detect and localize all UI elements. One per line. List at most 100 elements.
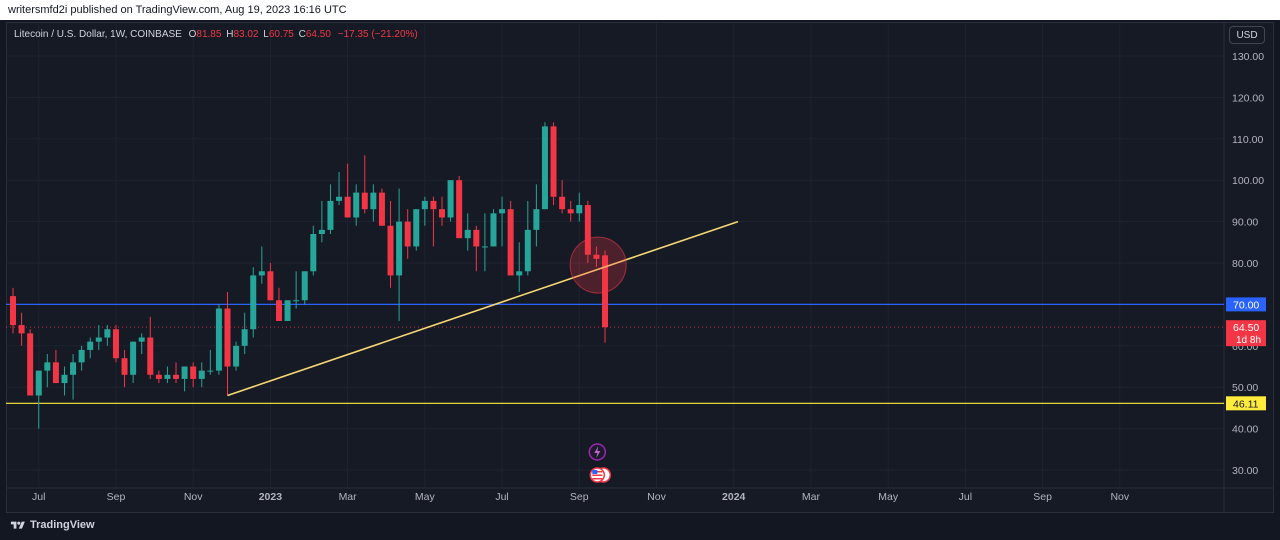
close-label: C [298,29,306,40]
candle-body [44,362,51,371]
open-label: O [188,29,197,40]
candle-body [430,200,437,210]
candle-body [112,329,119,359]
time-tick-label: Jul [32,491,45,503]
candle-body [70,362,77,375]
last-price-tag [1226,320,1266,347]
price-tick-label: 50.00 [1232,382,1258,394]
lightning-icon [588,443,607,461]
candle-body [267,271,274,301]
close-value: 64.50 [305,29,331,40]
candle-body [284,300,291,321]
candle-body [241,329,248,346]
price-tick-label: 130.00 [1232,51,1264,63]
time-tick-label: Nov [1110,491,1129,503]
last-price-value: 64.50 [1233,322,1259,334]
candle-body [353,192,360,218]
candle-body [87,341,94,350]
candle-body [473,229,480,247]
candle-body [224,308,231,367]
time-tick-label: 2024 [722,491,746,503]
high-value: 83.02 [233,29,259,40]
us-flag-icon [589,467,612,483]
time-tick-label: Nov [647,491,666,503]
time-axis: Jul Sep Nov 2023 Mar May Jul Sep Nov 2024 Mar May Ju… [32,491,1130,503]
candle-body [413,209,420,247]
candle-body [576,205,583,214]
candle-body [507,209,514,276]
candle-body [147,337,154,375]
time-tick-label: 2023 [259,491,283,503]
candle-body [104,329,111,338]
candle-body [275,300,282,321]
candle-body [533,209,540,230]
candle-body [215,308,222,371]
candle-body [593,254,600,259]
candle-body [258,271,265,276]
candle-body [327,200,334,230]
tradingview-logo[interactable]: TradingView [10,519,95,531]
candle-body [181,366,188,379]
candle-body [164,374,171,379]
time-tick-label: Sep [1033,491,1052,503]
candle-body [18,325,25,334]
candle-body [310,234,317,272]
price-tick-label: 30.00 [1232,465,1258,477]
candle-body [481,246,488,248]
symbol-name: Litecoin / U.S. Dollar, 1W, COINBASE [14,29,182,40]
candle-body [344,196,351,218]
price-tick-label: 80.00 [1232,258,1258,270]
time-tick-label: May [878,491,899,503]
currency-button[interactable]: USD [1229,26,1265,44]
candle-body [198,370,205,379]
candle-body [421,200,428,210]
lightning-icon-bolt [594,446,601,458]
time-tick-label: May [415,491,436,503]
candle-body [499,209,506,214]
high-label: H [226,29,234,40]
candle-body [550,126,557,197]
candles [10,122,609,429]
candle-body [138,337,145,342]
brand-label: TradingView [30,519,95,531]
candle-body [155,374,162,379]
candle-body [190,366,197,379]
low-label: L [263,29,269,40]
drawings [227,220,739,397]
bar-countdown: 1d 8h [1236,335,1261,346]
candle-body [524,229,531,272]
time-tick-label: Mar [339,491,358,503]
candle-body [10,296,16,326]
price-tag-label: 46.11 [1233,398,1259,410]
candle-body [207,370,214,372]
time-tick-label: Mar [802,491,821,503]
symbol-legend: Litecoin / U.S. Dollar, 1W, COINBASE O81… [14,29,418,40]
price-tick-label: 100.00 [1232,175,1264,187]
open-value: 81.85 [196,29,222,40]
flag-stripe [592,478,603,480]
candle-body [516,271,523,276]
price-axis: 130.00120.00110.00100.0090.0080.0060.005… [1226,51,1266,477]
candle-body [130,341,137,375]
candle-body [293,300,300,302]
candle-body [559,196,566,210]
candle-body [456,180,463,239]
price-tick-label: 110.00 [1232,134,1263,146]
candle-body [78,349,85,363]
price-tick-label: 40.00 [1232,424,1258,436]
candle-body [361,192,368,210]
price-tick-label: 120.00 [1232,92,1264,104]
candle-body [378,192,385,226]
candle-body [61,374,68,384]
flag-stripe [592,474,603,476]
time-tick-label: Jul [495,491,508,503]
chart-frame[interactable] [6,22,1274,513]
trend-line [227,220,739,397]
footer-bar [0,514,1280,540]
candle-body [301,271,308,301]
highlight-circle [569,236,627,294]
price-tag-46.11 [1226,396,1266,411]
candle-body [439,209,445,218]
price-tag-label: 70.00 [1233,299,1259,311]
